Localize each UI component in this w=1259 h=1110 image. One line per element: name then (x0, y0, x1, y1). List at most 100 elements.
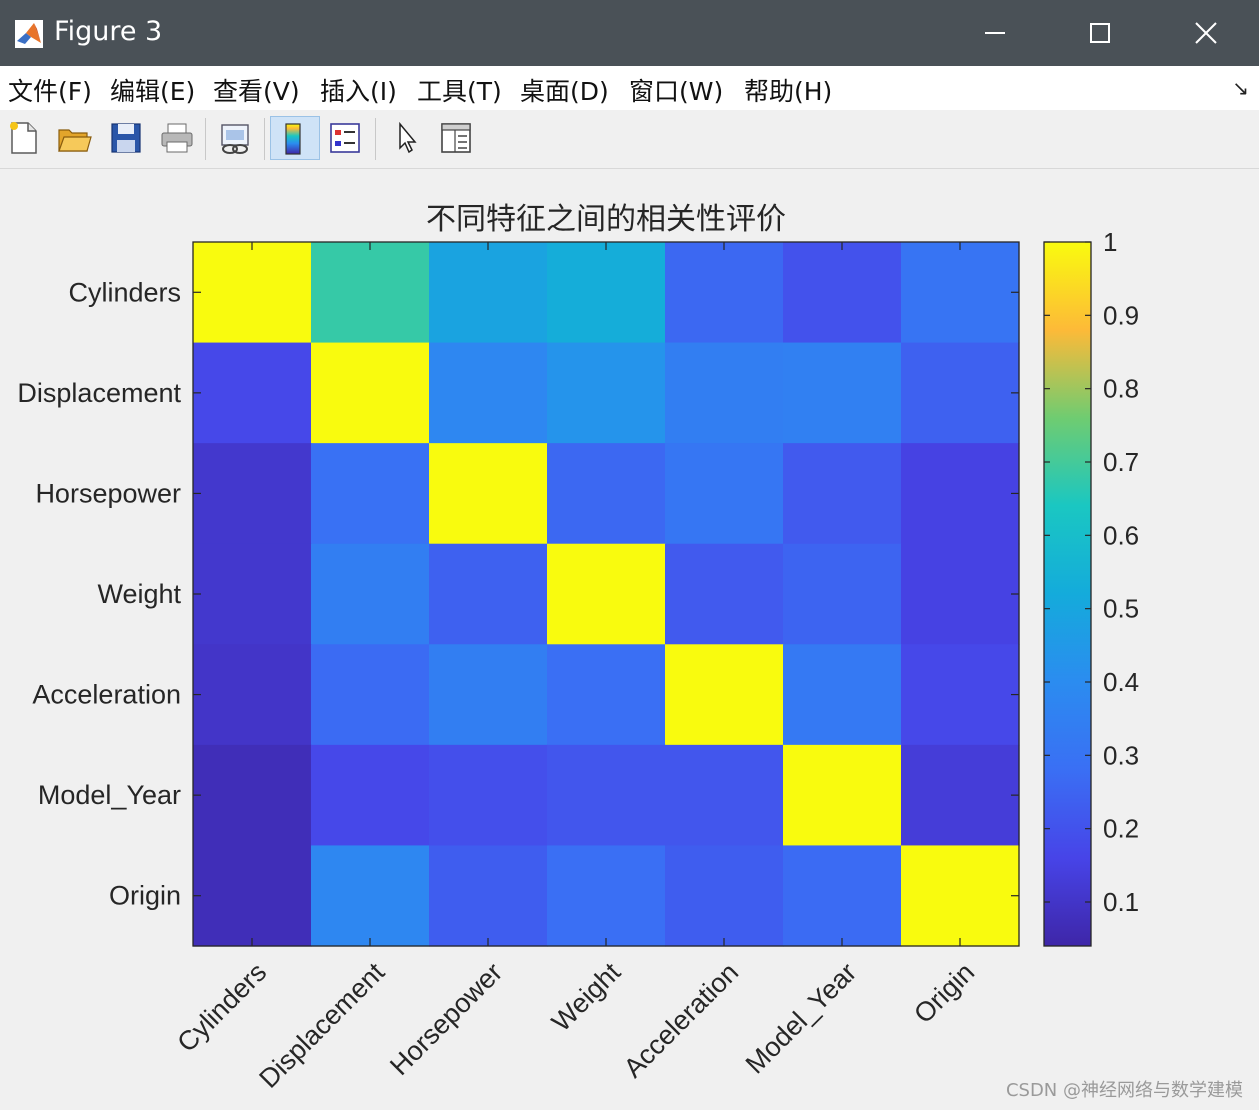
heatmap-cell (783, 744, 902, 847)
matlab-logo-icon (15, 20, 43, 48)
heatmap-cell (783, 242, 902, 344)
menu-view[interactable]: 查看(V) (213, 77, 300, 106)
close-button[interactable] (1176, 0, 1236, 66)
heatmap-cell (311, 242, 430, 344)
colorbar-tick-label: 0.8 (1103, 374, 1139, 404)
colorbar-tick-label: 0.2 (1103, 814, 1139, 844)
heatmap-cell (901, 242, 1020, 344)
colorbar-tick-label: 0.4 (1103, 667, 1139, 697)
y-tick-label: Origin (109, 881, 181, 911)
dock-arrow-icon[interactable]: ↘ (1232, 76, 1249, 100)
colorbar-tick-label: 1 (1103, 227, 1117, 257)
heatmap-cell (665, 242, 784, 344)
heatmap-cell (193, 543, 312, 645)
heatmap-cell (901, 845, 1020, 947)
heatmap-cell (429, 543, 548, 645)
link-plot-icon (221, 124, 249, 154)
open-file-button[interactable] (52, 116, 96, 160)
insert-legend-icon (330, 123, 360, 153)
heatmap-cell (901, 543, 1020, 645)
print-icon (161, 123, 193, 153)
heatmap-cell (547, 644, 666, 746)
chart-title: 不同特征之间的相关性评价 (426, 202, 786, 237)
colorbar-gradient (1043, 241, 1092, 947)
heatmap-cell (193, 242, 312, 344)
heatmap-cell (783, 845, 902, 947)
menu-insert[interactable]: 插入(I) (320, 77, 397, 106)
heatmap-cell (193, 443, 312, 545)
heatmap-cell (783, 543, 902, 645)
heatmap-cells (193, 242, 1020, 947)
heatmap-cell (901, 342, 1020, 444)
watermark: CSDN @神经网络与数学建模 (1005, 1080, 1243, 1101)
heatmap-cell (547, 744, 666, 847)
heatmap-cell (193, 744, 312, 847)
insert-colorbar-icon (285, 123, 301, 155)
insert-legend-button[interactable] (323, 116, 367, 160)
save-button[interactable] (104, 116, 148, 160)
colorbar-tick-label: 0.1 (1103, 887, 1139, 917)
heatmap-cell (429, 342, 548, 444)
colorbar-tick-label: 0.5 (1103, 594, 1139, 624)
heatmap-cell (901, 443, 1020, 545)
heatmap-cell (783, 644, 902, 746)
maximize-button[interactable] (1070, 0, 1130, 66)
minimize-button[interactable] (965, 0, 1025, 66)
colorbar: 0.1 0.2 0.3 0.4 0.5 0.6 0.7 0.8 0.9 1 (1043, 227, 1139, 947)
heatmap-cell (665, 543, 784, 645)
heatmap-cell (429, 242, 548, 344)
heatmap-cell (665, 342, 784, 444)
print-button[interactable] (155, 116, 199, 160)
y-tick-label: Displacement (17, 378, 181, 408)
pointer-button[interactable] (384, 116, 428, 160)
heatmap-cell (429, 744, 548, 847)
new-figure-icon (10, 122, 37, 154)
heatmap-cell (783, 342, 902, 444)
x-tick-label: Weight (546, 957, 627, 1038)
heatmap-cell (193, 644, 312, 746)
heatmap-cell (547, 342, 666, 444)
heatmap-cell (311, 644, 430, 746)
new-figure-button[interactable] (2, 116, 46, 160)
y-tick-label: Acceleration (32, 680, 181, 710)
heatmap-cell (665, 744, 784, 847)
minimize-icon (985, 32, 1005, 34)
heatmap-cell (547, 443, 666, 545)
axis-ticks (193, 242, 1019, 946)
heatmap-cell (901, 744, 1020, 847)
toolbar-separator (375, 118, 376, 160)
pointer-icon (399, 121, 417, 154)
insert-colorbar-button[interactable] (270, 116, 320, 160)
heatmap-cell (311, 342, 430, 444)
x-tick-label: Model_Year (740, 957, 862, 1079)
menu-desktop[interactable]: 桌面(D) (520, 77, 609, 106)
menu-file[interactable]: 文件(F) (8, 77, 92, 106)
link-plot-button[interactable] (214, 116, 258, 160)
x-tick-label: Cylinders (171, 957, 272, 1058)
heatmap-cell (311, 443, 430, 545)
x-tick-label: Displacement (253, 957, 390, 1094)
y-tick-labels: Cylinders Displacement Horsepower Weight Acc… (17, 277, 181, 910)
y-tick-label: Horsepower (35, 478, 181, 508)
heatmap-cell (193, 342, 312, 444)
heatmap-cell (547, 845, 666, 947)
window-title: Figure 3 (54, 16, 163, 47)
menu-bar: 文件(F) 编辑(E) 查看(V) 插入(I) 工具(T) 桌面(D) 窗口(W… (0, 66, 1259, 111)
toolbar-separator (264, 118, 265, 160)
heatmap-cell (783, 443, 902, 545)
menu-edit[interactable]: 编辑(E) (110, 77, 196, 106)
heatmap-cell (311, 845, 430, 947)
menu-tools[interactable]: 工具(T) (417, 77, 502, 106)
colorbar-ticks: 0.1 0.2 0.3 0.4 0.5 0.6 0.7 0.8 0.9 1 (1044, 227, 1139, 917)
heatmap-cell (665, 845, 784, 947)
menu-help[interactable]: 帮助(H) (744, 77, 833, 106)
property-inspector-button[interactable] (434, 116, 478, 160)
colorbar-tick-label: 0.6 (1103, 520, 1139, 550)
heatmap-cell (429, 845, 548, 947)
open-file-icon (58, 129, 92, 152)
menu-window[interactable]: 窗口(W) (629, 77, 724, 106)
heatmap-cell (547, 543, 666, 645)
y-tick-label: Weight (97, 579, 181, 609)
heatmap-cell (547, 242, 666, 344)
